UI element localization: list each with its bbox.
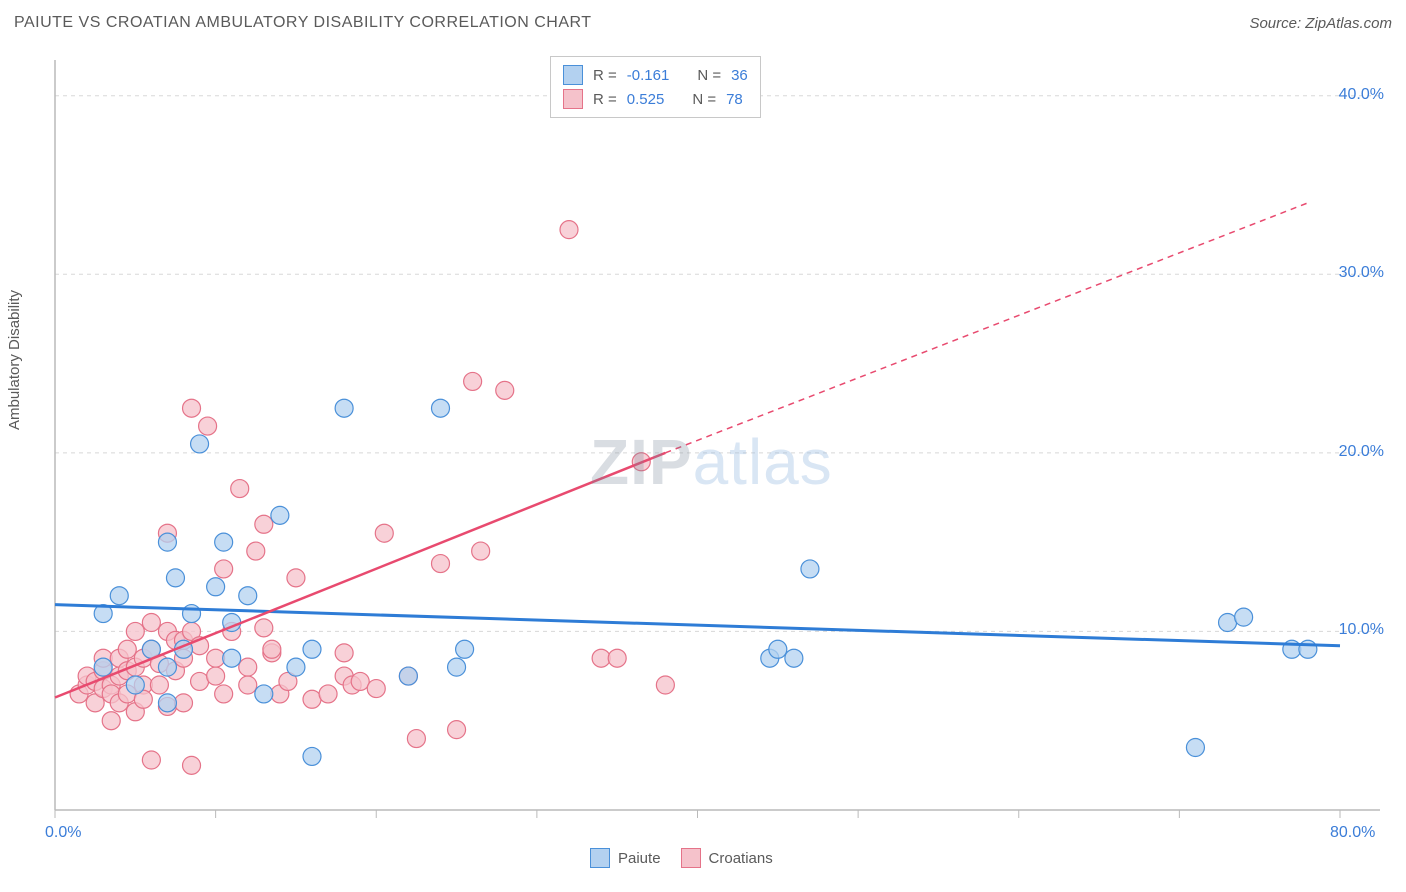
r-value: 0.525 [627, 91, 665, 108]
y-tick-label: 40.0% [1339, 86, 1384, 104]
legend-bottom: Paiute Croatians [590, 848, 773, 868]
stats-row-2: R = 0.525 N = 78 [563, 87, 748, 111]
n-label: N = [692, 91, 716, 108]
swatch-blue-icon [563, 65, 583, 85]
y-tick-label: 10.0% [1339, 621, 1384, 639]
n-label: N = [697, 67, 721, 84]
n-value: 36 [731, 67, 748, 84]
chart-title: PAIUTE VS CROATIAN AMBULATORY DISABILITY… [14, 14, 592, 32]
n-value: 78 [726, 91, 743, 108]
y-axis-label: Ambulatory Disability [6, 290, 23, 430]
x-tick-label: 0.0% [45, 824, 81, 842]
swatch-pink-icon [563, 89, 583, 109]
y-tick-label: 20.0% [1339, 443, 1384, 461]
x-tick-label: 80.0% [1330, 824, 1375, 842]
swatch-pink-icon [681, 848, 701, 868]
scatter-chart [50, 50, 1390, 840]
chart-area: ZIPatlas R = -0.161 N = 36 R = 0.525 N =… [50, 50, 1390, 840]
r-value: -0.161 [627, 67, 670, 84]
source-label: Source: ZipAtlas.com [1249, 15, 1392, 32]
legend-label: Paiute [618, 850, 661, 867]
r-label: R = [593, 67, 617, 84]
stats-legend: R = -0.161 N = 36 R = 0.525 N = 78 [550, 56, 761, 118]
r-label: R = [593, 91, 617, 108]
legend-item-croatians: Croatians [681, 848, 773, 868]
stats-row-1: R = -0.161 N = 36 [563, 63, 748, 87]
legend-item-paiute: Paiute [590, 848, 661, 868]
legend-label: Croatians [709, 850, 773, 867]
swatch-blue-icon [590, 848, 610, 868]
y-tick-label: 30.0% [1339, 264, 1384, 282]
